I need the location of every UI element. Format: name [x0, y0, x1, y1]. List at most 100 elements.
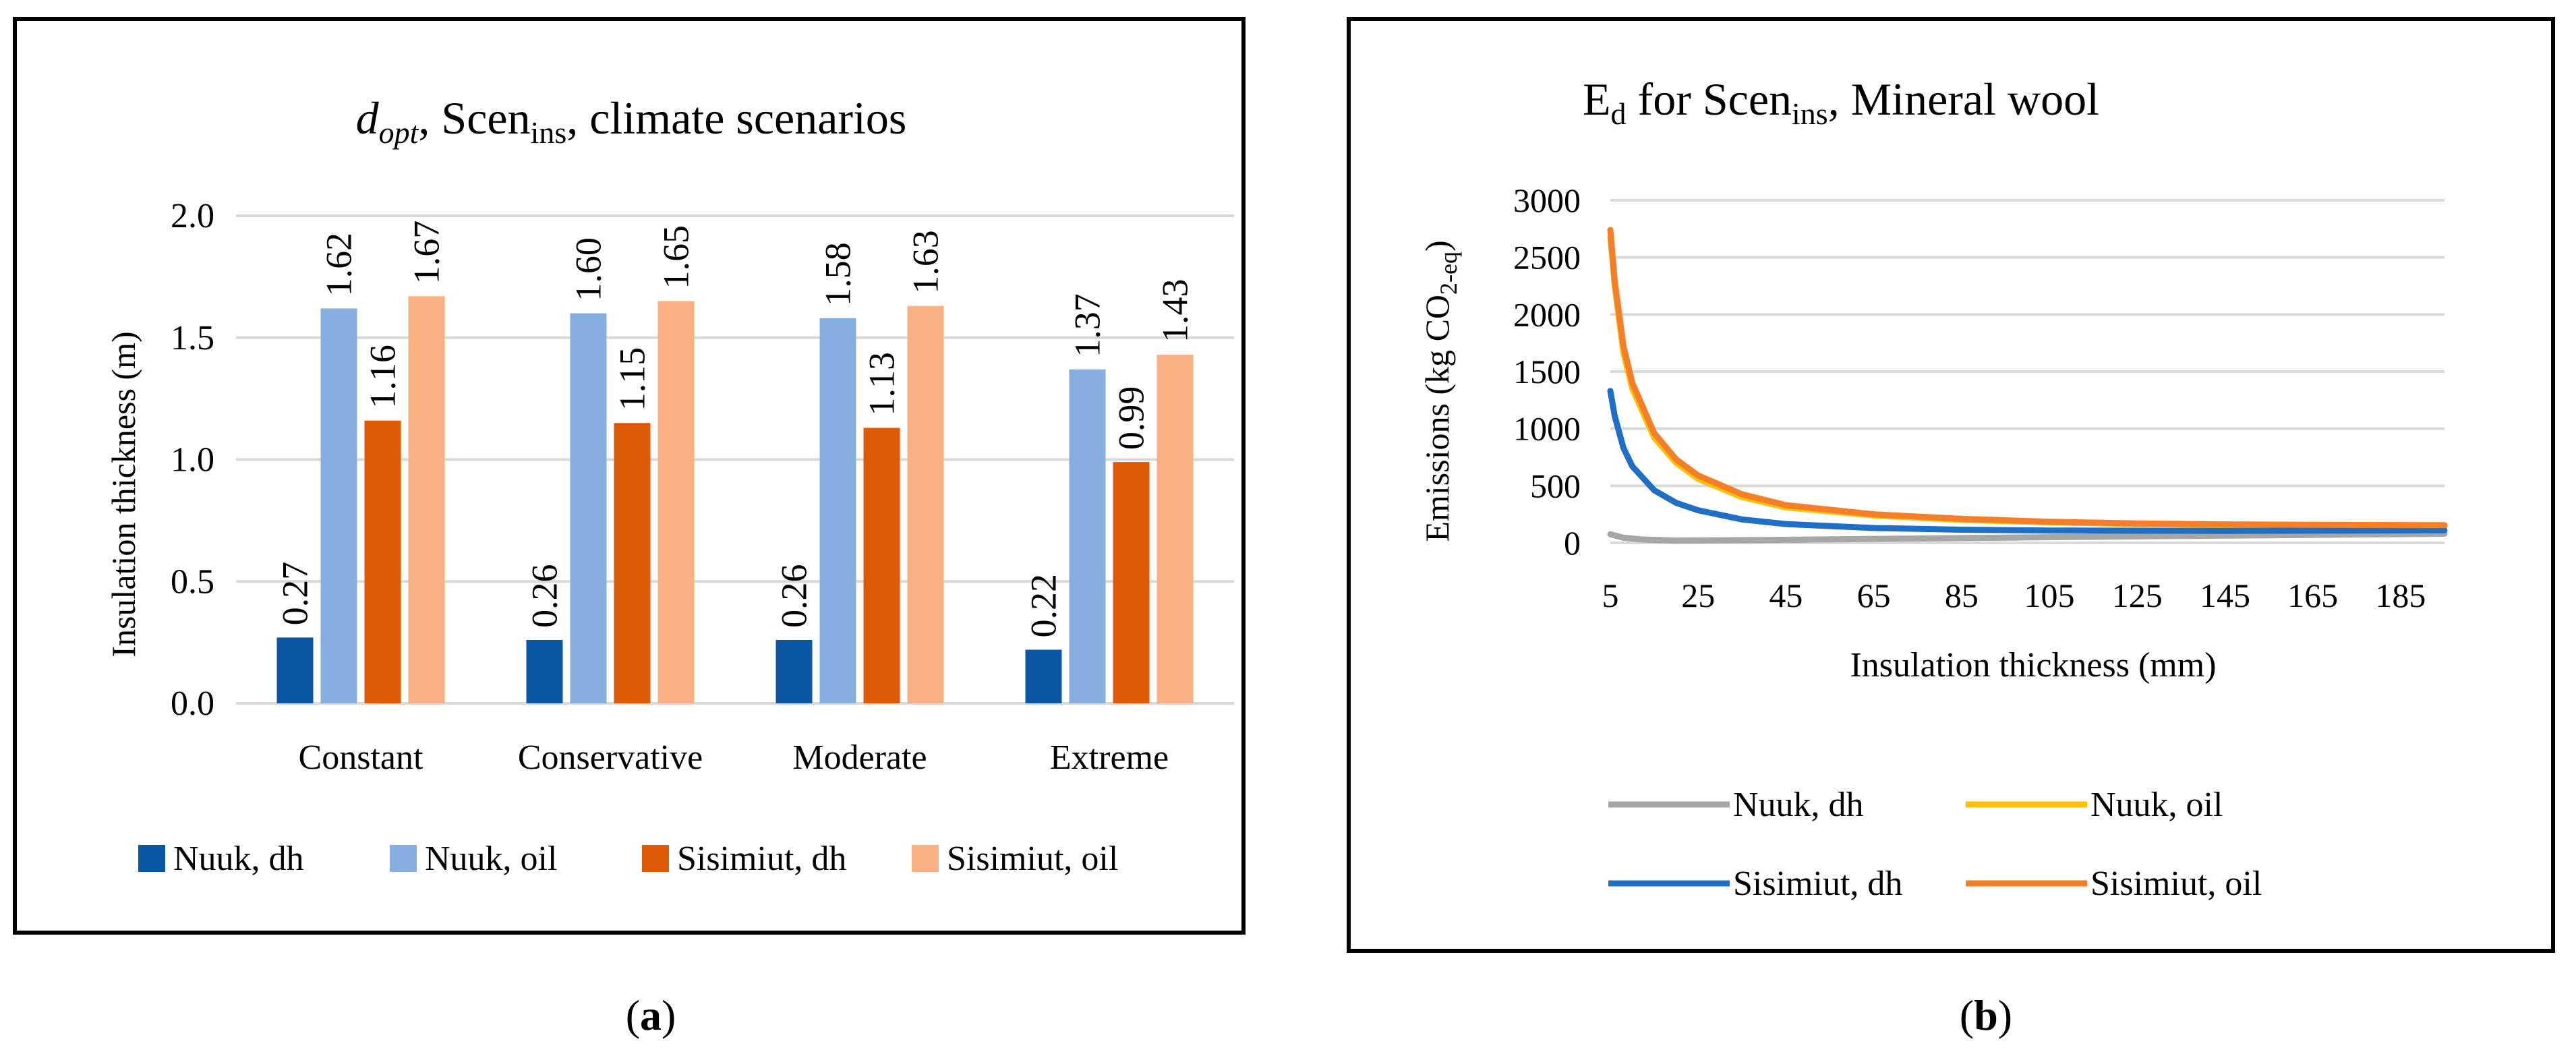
panel-b-x-tick-labels: 5 25 45 65 85 105 125 145 165 185: [1602, 577, 2426, 614]
x-tick-label: 45: [1769, 577, 1803, 614]
panel-b-y-axis-label: Emissions (kg CO2-eq): [1418, 240, 1462, 541]
panel-a-x-tick-labels: Constant Conservative Moderate Extreme: [299, 738, 1169, 777]
panel-a-data-labels: 0.27 1.62 1.16 1.67 0.26 1.60 1.15 1.65 0.26 1.58…: [275, 221, 1196, 638]
x-tick-label: 185: [2375, 577, 2426, 614]
legend-label: Sisimiut, oil: [947, 840, 1118, 878]
bar: [657, 301, 695, 703]
bar: [907, 305, 944, 703]
data-label: 0.27: [275, 562, 316, 626]
legend-item: Sisimiut, oil: [1966, 865, 2262, 903]
y-tick-label: 500: [1530, 467, 1581, 504]
y-tick-label: 0.5: [171, 562, 214, 601]
data-label: 0.99: [1111, 386, 1152, 450]
data-label: 0.26: [774, 564, 815, 628]
x-tick-label: 25: [1681, 577, 1715, 614]
x-tick-label: Moderate: [792, 738, 927, 777]
panel-b: Ed for Scenins, Mineral wool 0 500 1000 150…: [1347, 17, 2555, 953]
panel-a-gridlines: [236, 214, 1234, 705]
legend-item: Nuuk, dh: [1608, 786, 1864, 824]
data-label: 1.13: [862, 352, 902, 416]
data-label: 1.43: [1155, 279, 1196, 343]
bar: [775, 640, 813, 703]
y-tick-label: 1500: [1513, 353, 1581, 390]
data-label: 1.58: [818, 242, 858, 306]
y-tick-label: 0: [1564, 524, 1581, 562]
legend-label: Nuuk, dh: [1733, 786, 1864, 824]
bar: [863, 428, 900, 703]
data-label: 0.26: [525, 564, 565, 628]
panel-a-caption: (a): [626, 991, 676, 1039]
data-label: 1.65: [656, 225, 697, 289]
data-label: 1.60: [568, 237, 609, 301]
legend-label: Sisimiut, dh: [1733, 865, 1902, 903]
panel-b-legend: Nuuk, dh Nuuk, oil Sisimiut, dh Sisimiut, o…: [1608, 786, 2262, 903]
legend-label: Nuuk, oil: [425, 840, 557, 878]
panel-a-title: dopt, Scenins, climate scenarios: [356, 92, 907, 150]
series-line: [1607, 227, 2448, 529]
series-line: [1607, 531, 2448, 544]
x-tick-label: 85: [1945, 577, 1979, 614]
x-tick-label: 105: [2024, 577, 2075, 614]
y-tick-label: 1.0: [171, 441, 214, 479]
panel-b-y-tick-labels: 0 500 1000 1500 2000 2500 3000: [1513, 181, 1581, 562]
bar: [526, 640, 563, 703]
legend-swatch: [642, 845, 669, 872]
x-tick-label: Extreme: [1050, 738, 1169, 777]
bar: [1069, 369, 1106, 703]
data-label: 1.62: [319, 233, 359, 297]
bar: [408, 296, 445, 703]
panel-a-y-axis-label: Insulation thickness (m): [105, 331, 142, 657]
panel-b-title: Ed for Scenins, Mineral wool: [1583, 74, 2099, 131]
x-tick-label: 5: [1602, 577, 1619, 614]
bar: [276, 637, 314, 703]
legend-swatch: [390, 845, 417, 872]
bar: [1157, 355, 1194, 703]
panel-a-legend: Nuuk, dh Nuuk, oil Sisimiut, dh Sisimiut, o…: [138, 840, 1118, 878]
panel-b-lines: [1607, 227, 2448, 544]
panel-a-bars: [276, 296, 1194, 704]
panel-b-x-axis-label: Insulation thickness (mm): [1850, 646, 2216, 684]
x-tick-label: Constant: [299, 738, 423, 777]
data-label: 0.22: [1024, 574, 1064, 638]
legend-item: Nuuk, dh: [138, 840, 304, 878]
y-tick-label: 0.0: [171, 684, 214, 723]
panel-a: dopt, Scenins, climate scenarios 0.0 0.5 1…: [13, 17, 1246, 935]
legend-swatch: [912, 845, 939, 872]
data-label: 1.63: [906, 230, 946, 294]
bar: [1113, 462, 1150, 703]
panel-b-caption: (b): [1960, 991, 2012, 1039]
data-label: 1.67: [407, 221, 447, 285]
y-tick-label: 1.5: [171, 319, 214, 357]
x-tick-label: Conservative: [518, 738, 703, 777]
legend-item: Nuuk, oil: [390, 840, 557, 878]
panel-a-y-tick-labels: 0.0 0.5 1.0 1.5 2.0: [171, 197, 214, 723]
y-tick-label: 2500: [1513, 239, 1581, 276]
legend-item: Nuuk, oil: [1966, 786, 2223, 824]
data-label: 1.16: [363, 345, 403, 409]
bar: [570, 313, 607, 704]
bar: [614, 423, 651, 703]
legend-item: Sisimiut, dh: [1608, 865, 1902, 903]
y-tick-label: 3000: [1513, 181, 1581, 219]
series-line: [1607, 388, 2448, 534]
legend-label: Sisimiut, oil: [2090, 865, 2262, 903]
legend-label: Nuuk, oil: [2090, 786, 2223, 824]
bar: [320, 308, 357, 703]
x-tick-label: 65: [1857, 577, 1891, 614]
legend-item: Sisimiut, dh: [642, 840, 846, 878]
x-tick-label: 145: [2200, 577, 2250, 614]
y-tick-label: 2000: [1513, 295, 1581, 333]
data-label: 1.15: [612, 347, 653, 411]
x-tick-label: 165: [2287, 577, 2338, 614]
legend-item: Sisimiut, oil: [912, 840, 1118, 878]
y-tick-label: 2.0: [171, 197, 214, 235]
legend-label: Sisimiut, dh: [677, 840, 846, 878]
bar: [1025, 649, 1062, 703]
data-label: 1.37: [1067, 293, 1108, 357]
y-tick-label: 1000: [1513, 410, 1581, 448]
bar: [819, 318, 856, 704]
legend-label: Nuuk, dh: [173, 840, 304, 878]
legend-swatch: [138, 845, 165, 872]
bar: [364, 420, 401, 703]
